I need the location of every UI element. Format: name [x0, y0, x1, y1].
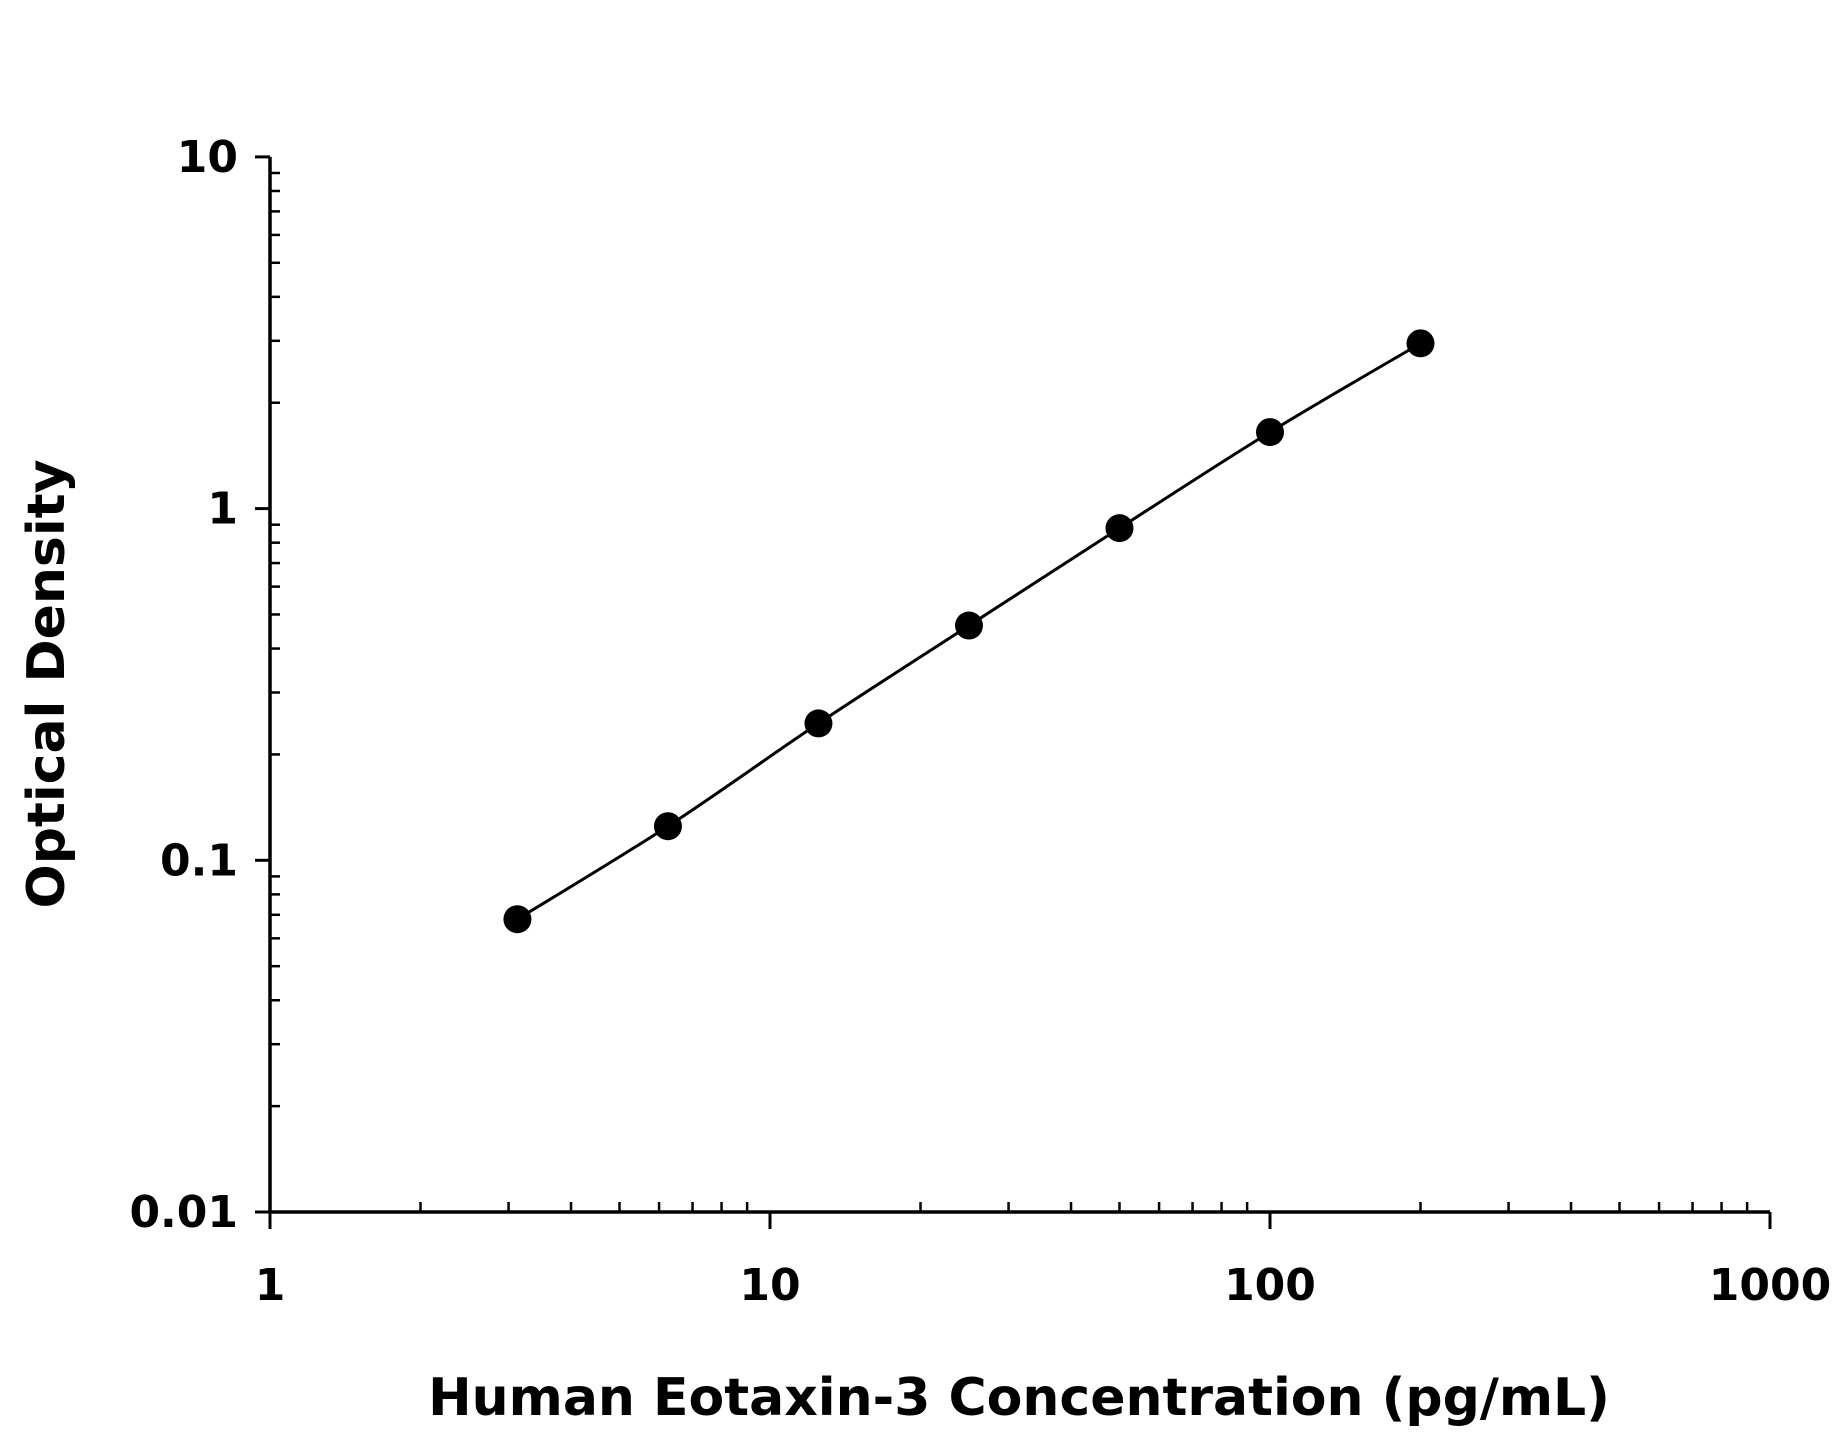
x-tick-label: 10 [739, 1260, 800, 1311]
y-tick-label: 0.1 [160, 835, 238, 886]
data-point-marker [503, 905, 532, 934]
data-point-marker [653, 812, 682, 841]
y-tick-label: 10 [177, 132, 238, 183]
data-point-marker [1105, 514, 1134, 543]
data-point-marker [804, 709, 833, 738]
data-point-marker [954, 611, 983, 640]
x-tick-label: 1000 [1709, 1260, 1831, 1311]
y-tick-label: 1 [207, 484, 238, 535]
y-tick-label: 0.01 [129, 1187, 238, 1238]
data-point-marker [1256, 418, 1284, 447]
x-axis-title: Human Eotaxin-3 Concentration (pg/mL) [428, 1368, 1610, 1428]
x-tick-label: 100 [1224, 1260, 1316, 1311]
y-axis-title: Optical Density [17, 460, 77, 909]
x-axis [268, 1202, 1772, 1229]
x-tick-labels: 1 10 100 1000 [255, 1260, 1832, 1311]
x-tick-label: 1 [255, 1260, 286, 1311]
y-tick-labels: 0.01 0.1 1 10 [129, 132, 238, 1238]
data-point-marker [1406, 329, 1435, 358]
data-points [503, 329, 1435, 934]
y-axis [255, 155, 280, 1214]
